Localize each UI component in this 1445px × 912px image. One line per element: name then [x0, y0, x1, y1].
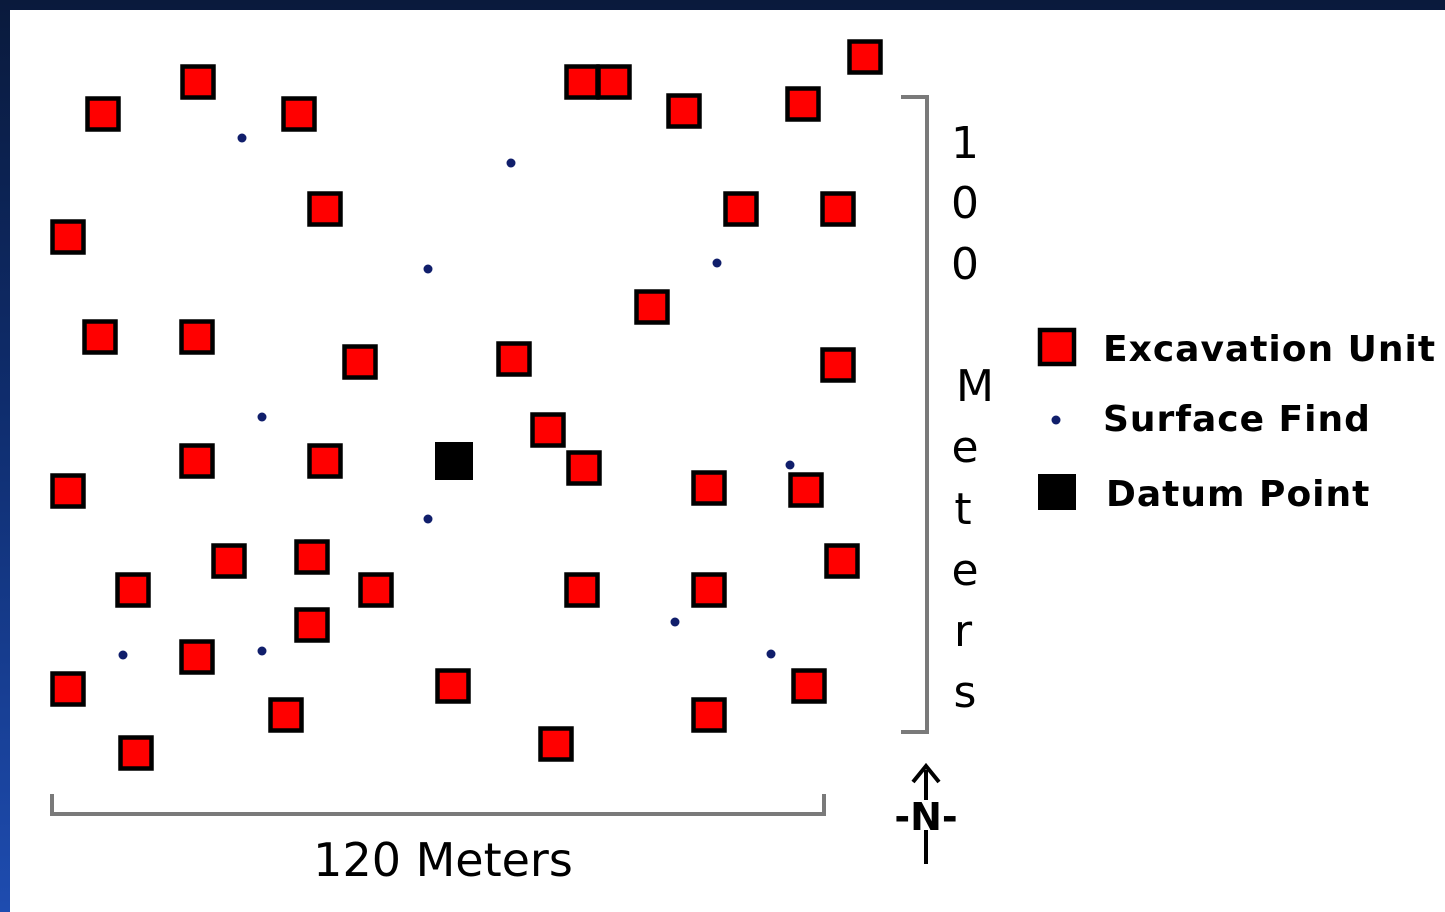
excavation-unit [666, 93, 702, 129]
vertical-scale-char: s [954, 667, 977, 718]
excavation-unit [179, 443, 215, 479]
excavation-unit [342, 344, 378, 380]
excavation-unit [691, 697, 727, 733]
excavation-unit [435, 668, 471, 704]
legend-unit-swatch [1037, 327, 1077, 367]
excavation-unit [785, 86, 821, 122]
excavation-unit [538, 726, 574, 762]
legend-find-label: Surface Find [1103, 399, 1371, 440]
excavation-units-layer [50, 39, 883, 771]
excavation-unit [281, 96, 317, 132]
horizontal-scale-label: 120 Meters [313, 833, 573, 887]
excavation-unit [211, 543, 247, 579]
legend-find-swatch [1051, 415, 1061, 425]
excavation-unit [50, 671, 86, 707]
north-arrow-icon: -N- [894, 762, 958, 864]
vertical-scale-char: M [956, 361, 994, 412]
vertical-scale-char: 0 [951, 239, 979, 290]
excavation-unit [847, 39, 883, 75]
datum-point [435, 442, 473, 480]
excavation-unit [179, 639, 215, 675]
excavation-unit [564, 572, 600, 608]
excavation-unit [691, 572, 727, 608]
surface-find [506, 158, 516, 168]
surface-find [670, 617, 680, 627]
surface-finds-layer [118, 133, 795, 660]
vertical-scale-char: t [954, 484, 971, 535]
legend-datum-swatch [1038, 474, 1076, 510]
excavation-unit [307, 191, 343, 227]
excavation-unit [788, 472, 824, 508]
map-panel: 120 Meters 1 0 0 M e t e r s -N- Excavat… [10, 10, 1445, 912]
legend: Excavation Unit Surface Find Datum Point [1037, 327, 1436, 515]
legend-unit-label: Excavation Unit [1103, 329, 1436, 370]
vertical-scale-char: r [954, 606, 973, 657]
excavation-unit [307, 443, 343, 479]
excavation-unit [496, 341, 532, 377]
excavation-unit [596, 64, 632, 100]
legend-datum-label: Datum Point [1106, 474, 1370, 515]
vertical-scale-char: 1 [951, 118, 979, 169]
excavation-unit [115, 572, 151, 608]
excavation-unit [566, 450, 602, 486]
excavation-unit [723, 191, 759, 227]
excavation-unit [820, 191, 856, 227]
vertical-scale-bar [901, 95, 929, 734]
excavation-unit [82, 319, 118, 355]
excavation-unit [691, 470, 727, 506]
excavation-unit [179, 319, 215, 355]
excavation-unit [50, 219, 86, 255]
north-label: -N- [894, 795, 957, 839]
excavation-unit [824, 543, 860, 579]
surface-find [423, 514, 433, 524]
vertical-scale-char: 0 [951, 178, 979, 229]
excavation-unit [294, 607, 330, 643]
excavation-unit [634, 289, 670, 325]
vertical-scale-char: e [951, 545, 978, 596]
excavation-unit [791, 668, 827, 704]
excavation-unit [294, 539, 330, 575]
excavation-unit [268, 697, 304, 733]
excavation-unit [85, 96, 121, 132]
site-map: 120 Meters 1 0 0 M e t e r s -N- Excavat… [50, 39, 1436, 887]
excavation-unit [820, 347, 856, 383]
excavation-unit [50, 473, 86, 509]
horizontal-scale-bar [50, 794, 826, 816]
vertical-scale-label: 1 0 0 M e t e r s [951, 118, 994, 718]
surface-find [257, 646, 267, 656]
excavation-unit [180, 64, 216, 100]
surface-find [237, 133, 247, 143]
surface-find [423, 264, 433, 274]
excavation-unit [118, 735, 154, 771]
surface-find [118, 650, 128, 660]
surface-find [766, 649, 776, 659]
surface-find [257, 412, 267, 422]
vertical-scale-char: e [951, 422, 978, 473]
excavation-unit [564, 64, 600, 100]
excavation-unit [358, 572, 394, 608]
surface-find [712, 258, 722, 268]
surface-find [785, 460, 795, 470]
excavation-unit [530, 412, 566, 448]
